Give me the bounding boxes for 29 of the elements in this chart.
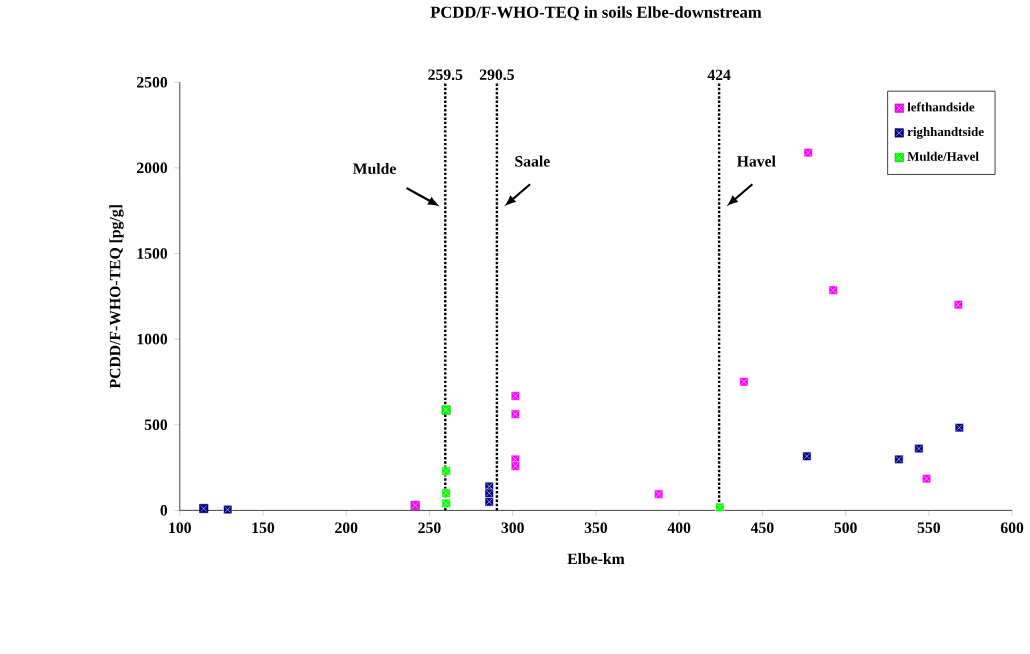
ref-line-label: 424 <box>707 69 731 80</box>
x-tick-label: 450 <box>750 522 774 533</box>
x-tick-label: 200 <box>335 522 358 533</box>
annotation: Mulde <box>353 162 396 174</box>
x-tick-label: 350 <box>584 522 608 533</box>
y-tick-label: 1500 <box>137 248 168 259</box>
x-tick-label: 500 <box>834 522 857 533</box>
ref-line-label: 259.5 <box>428 69 463 80</box>
x-tick-label: 100 <box>169 522 191 533</box>
x-axis-title: Elbe-km <box>567 552 625 564</box>
y-axis-title: PCDD/F-WHO-TEQ [pg/g] <box>109 205 124 389</box>
legend-label: righhandtside <box>907 126 984 139</box>
x-tick-label: 300 <box>501 522 524 533</box>
y-tick-label: 2500 <box>137 76 168 88</box>
x-tick-label: 550 <box>917 522 941 533</box>
y-tick-label: 0 <box>160 504 168 516</box>
x-tick-label: 600 <box>1000 522 1024 533</box>
ref-line-label: 290.5 <box>479 69 514 80</box>
x-tick-label: 250 <box>418 522 441 533</box>
y-tick-label: 2000 <box>137 162 168 174</box>
x-tick-label: 150 <box>252 522 275 533</box>
legend-label: lefthandside <box>907 102 975 112</box>
x-tick-label: 400 <box>667 522 691 533</box>
y-tick-label: 500 <box>144 419 168 430</box>
legend-label: Mulde/Havel <box>907 151 979 161</box>
chart-title: PCDD/F-WHO-TEQ in soils Elbe-downstream <box>430 6 762 21</box>
annotation: Havel <box>736 155 776 167</box>
annotation: Saale <box>515 155 550 167</box>
y-tick-label: 1000 <box>137 333 168 345</box>
